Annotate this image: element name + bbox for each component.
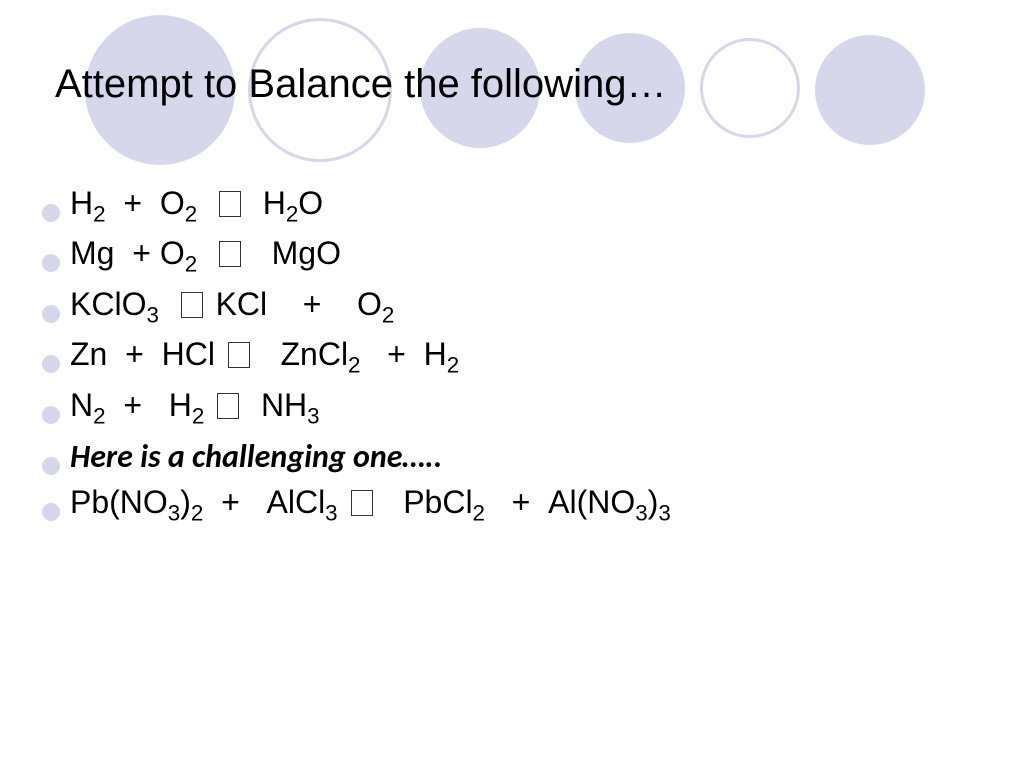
- list-item: KClO3 KCl + O2: [42, 286, 671, 328]
- arrow-placeholder-icon: [217, 393, 239, 419]
- slide-body: H2 + O2 H2O Mg + O2 MgO KClO3 KCl + O2 Zn +…: [42, 185, 671, 534]
- bullet-icon: [42, 254, 60, 272]
- equation: Zn + HCl ZnCl2 + H2: [70, 336, 459, 378]
- list-item: Here is a challenging one…..: [42, 437, 671, 476]
- list-item: Pb(NO3)2 + AlCl3 PbCl2 + Al(NO3)3: [42, 484, 671, 526]
- equation: Mg + O2 MgO: [70, 235, 341, 277]
- list-item: N2 + H2 NH3: [42, 387, 671, 429]
- arrow-placeholder-icon: [228, 342, 250, 368]
- bg-circle: [700, 38, 800, 138]
- equation: N2 + H2 NH3: [70, 387, 320, 429]
- bullet-icon: [42, 406, 60, 424]
- arrow-placeholder-icon: [219, 191, 241, 217]
- arrow-placeholder-icon: [181, 292, 203, 318]
- bullet-icon: [42, 355, 60, 373]
- list-item: H2 + O2 H2O: [42, 185, 671, 227]
- equation: KClO3 KCl + O2: [70, 286, 394, 328]
- arrow-placeholder-icon: [219, 241, 241, 267]
- equation: H2 + O2 H2O: [70, 185, 323, 227]
- list-item: Zn + HCl ZnCl2 + H2: [42, 336, 671, 378]
- bullet-icon: [42, 457, 60, 475]
- list-item: Mg + O2 MgO: [42, 235, 671, 277]
- bg-circle: [815, 35, 925, 145]
- slide-title: Attempt to Balance the following…: [55, 62, 666, 107]
- equation: Pb(NO3)2 + AlCl3 PbCl2 + Al(NO3)3: [70, 484, 671, 526]
- arrow-placeholder-icon: [351, 490, 373, 516]
- bullet-icon: [42, 204, 60, 222]
- bullet-icon: [42, 305, 60, 323]
- challenge-text: Here is a challenging one…..: [70, 437, 442, 476]
- bullet-icon: [42, 503, 60, 521]
